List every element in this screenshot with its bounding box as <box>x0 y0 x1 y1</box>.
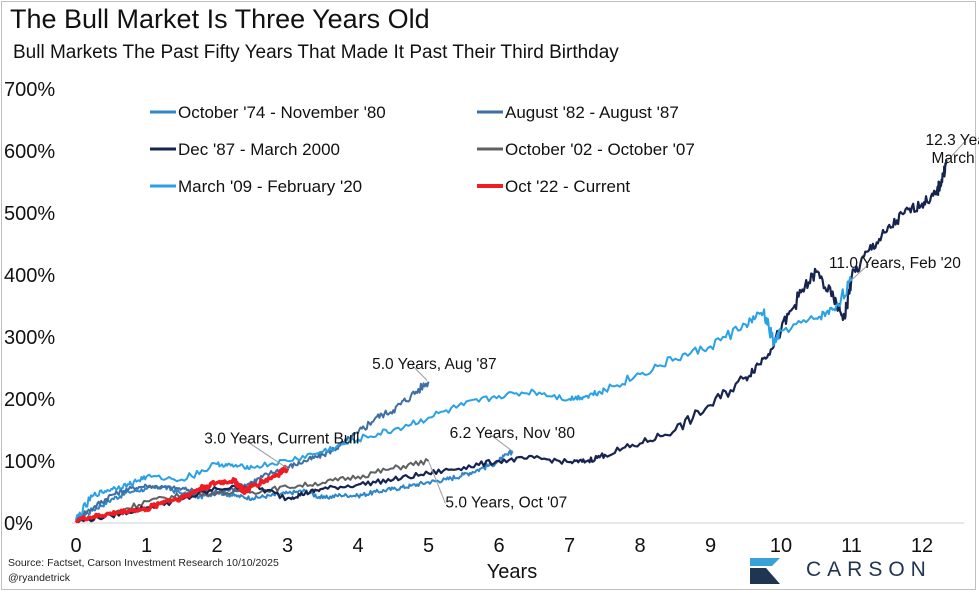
annotation-leader <box>489 433 514 453</box>
annotation-leader <box>849 263 870 282</box>
x-tick-label: 2 <box>211 535 222 557</box>
legend-label: Dec '87 - March 2000 <box>178 140 340 159</box>
legend-label: March '09 - February '20 <box>178 177 362 196</box>
x-tick-label: 9 <box>705 535 716 557</box>
series-line <box>74 464 290 524</box>
x-tick-label: 5 <box>423 535 434 557</box>
annotation-leader <box>411 364 428 381</box>
series-line <box>75 381 430 521</box>
y-tick-label: 400% <box>4 265 55 287</box>
x-tick-label: 3 <box>282 535 293 557</box>
x-tick-label: 11 <box>841 535 862 557</box>
annotation-label: 6.2 Years, Nov '80 <box>450 425 576 442</box>
carson-logo-icon <box>750 558 780 584</box>
chart-title: The Bull Market Is Three Years Old <box>10 4 430 34</box>
y-tick-label: 600% <box>4 141 55 163</box>
legend-label: August '82 - August '87 <box>505 103 679 122</box>
y-tick-label: 700% <box>4 79 55 101</box>
annotation-label: 5.0 Years, Oct '07 <box>445 495 567 512</box>
annotation-label: 11.0 Years, Feb '20 <box>829 255 961 272</box>
legend-label: October '02 - October '07 <box>505 140 695 159</box>
series-line <box>75 276 853 521</box>
annotation-label: 12.3 Years, <box>926 132 979 149</box>
legend-label: Oct '22 - Current <box>505 177 630 196</box>
annotation-label: March '00 <box>932 150 979 167</box>
y-tick-label: 0% <box>4 513 33 535</box>
annotation-label: 3.0 Years, Current Bull <box>204 431 359 448</box>
annotation-leader <box>428 460 446 504</box>
series-line <box>75 449 514 522</box>
y-tick-label: 500% <box>4 203 55 225</box>
y-tick-label: 300% <box>4 327 55 349</box>
series-line <box>75 458 430 523</box>
x-tick-label: 12 <box>911 535 933 557</box>
x-tick-label: 8 <box>634 535 645 557</box>
x-tick-label: 6 <box>493 535 504 557</box>
annotation-leader <box>946 140 966 162</box>
y-tick-label: 100% <box>4 451 55 473</box>
author-handle: @ryandetrick <box>8 572 71 584</box>
x-tick-label: 4 <box>352 535 363 557</box>
annotation-leader <box>244 439 288 469</box>
annotation-label: 5.0 Years, Aug '87 <box>372 356 496 373</box>
x-tick-label: 1 <box>141 535 152 557</box>
chart-subtitle: Bull Markets The Past Fifty Years That M… <box>13 42 619 63</box>
x-axis-label: Years <box>487 561 537 583</box>
series-line <box>75 159 948 524</box>
x-tick-label: 0 <box>70 535 81 557</box>
x-tick-label: 10 <box>770 535 792 557</box>
source-note: Source: Factset, Carson Investment Resea… <box>8 557 279 569</box>
legend-label: October '74 - November '80 <box>178 103 386 122</box>
logo-wordmark: CARSON <box>806 558 932 581</box>
x-tick-label: 7 <box>564 535 575 557</box>
y-tick-label: 200% <box>4 389 55 411</box>
